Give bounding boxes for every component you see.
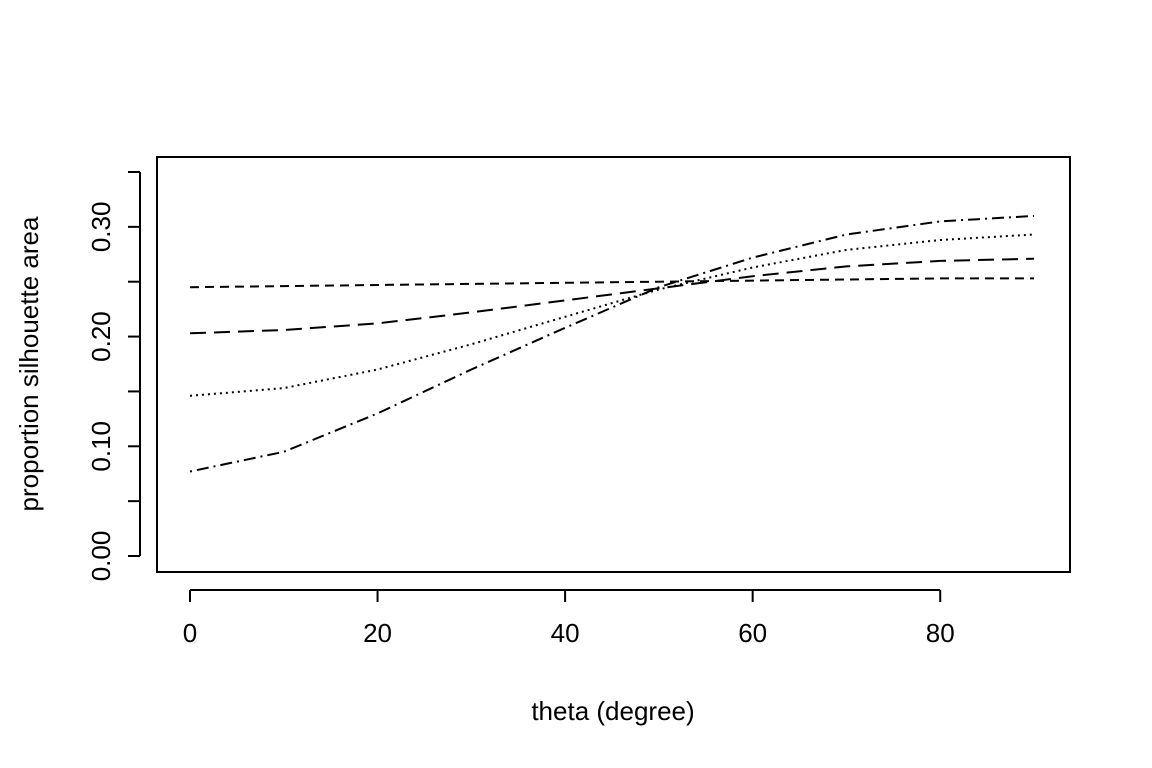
series-layer — [189, 214, 1035, 473]
x-tick-label: 60 — [738, 618, 767, 648]
x-axis: 0 20 40 60 80 — [183, 589, 955, 648]
series-line-2 — [189, 257, 1035, 335]
x-tick-label: 40 — [551, 618, 580, 648]
y-tick-label: 0.20 — [86, 311, 116, 362]
y-tick-label: 0.10 — [86, 421, 116, 472]
x-axis-title: theta (degree) — [531, 696, 694, 726]
x-tick-label: 20 — [363, 618, 392, 648]
x-tick-label: 80 — [926, 618, 955, 648]
series-line-4 — [189, 214, 1035, 473]
y-tick-label: 0.30 — [86, 202, 116, 253]
y-axis: 0.00 0.10 0.20 0.30 — [86, 171, 141, 582]
plot-frame — [156, 156, 1071, 573]
y-axis-title: proportion silhouette area — [14, 216, 44, 511]
series-line-1 — [189, 277, 1034, 289]
series-line-3 — [189, 233, 1035, 397]
y-tick-label: 0.00 — [86, 531, 116, 582]
x-tick-label: 0 — [183, 618, 197, 648]
